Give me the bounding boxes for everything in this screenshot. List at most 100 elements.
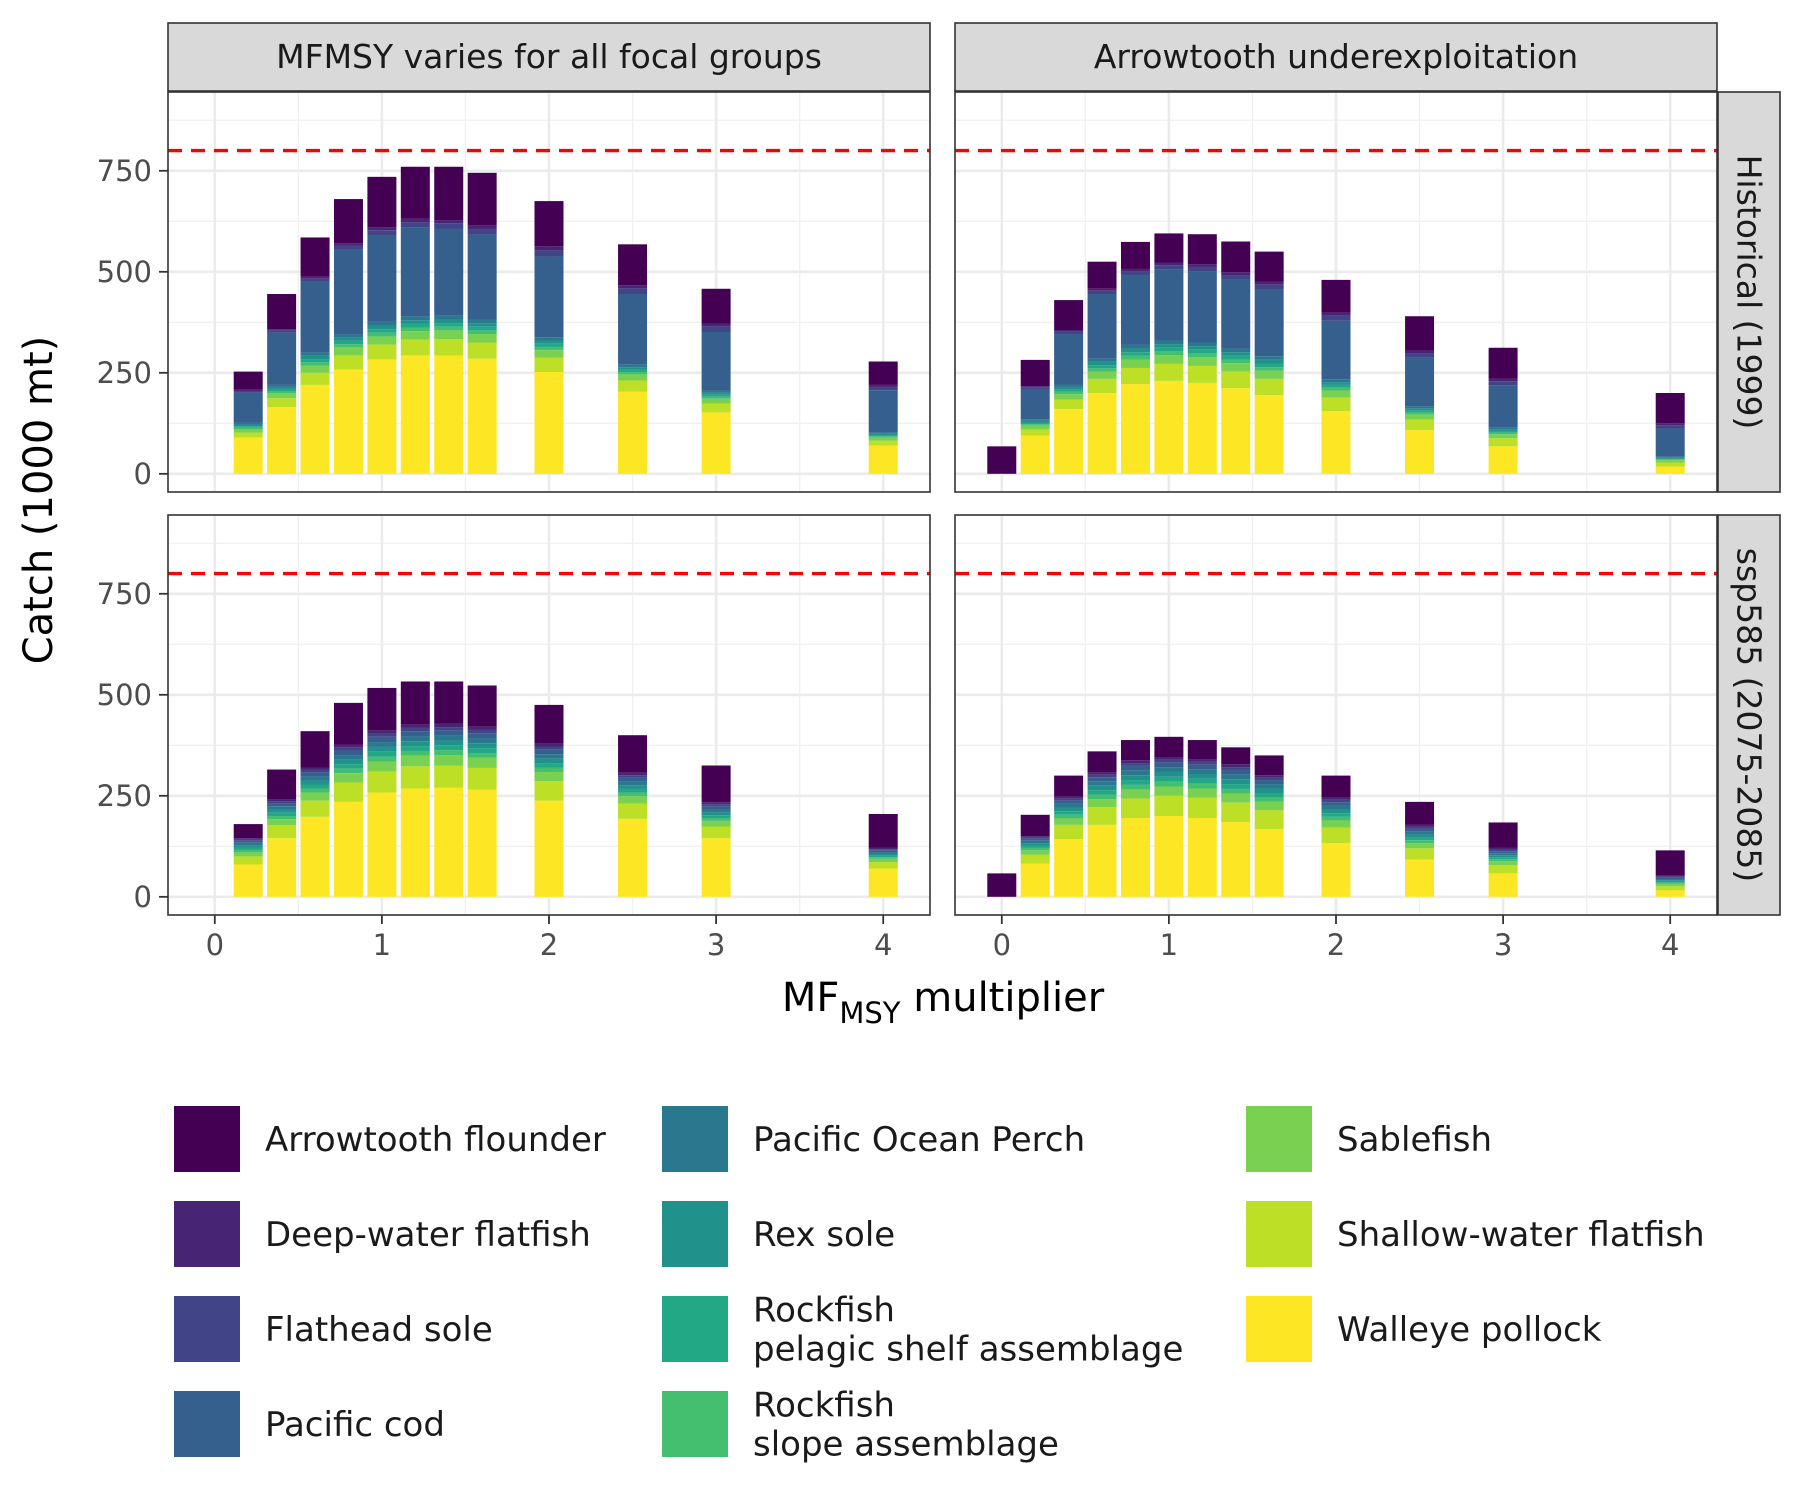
legend-key (174, 1201, 240, 1267)
bar-segment-pacific-cod (1187, 764, 1217, 770)
bar-segment-sablefish (233, 852, 263, 857)
bar-segment-pacific-ocean-perch (1221, 774, 1251, 780)
bar-segment-shallow-water-flatfish (1321, 397, 1351, 412)
legend-label-line: Shallow-water flatfish (1337, 1215, 1705, 1255)
bar-segment-pacific-cod (267, 803, 297, 807)
bar-segment-deep-water-flatfish (1405, 824, 1435, 827)
bar-segment-deep-water-flatfish (434, 723, 464, 728)
bar-segment-pacific-cod (1221, 279, 1251, 349)
bar-segment-walleye-pollock (467, 358, 497, 474)
bar-segment-rockfish-slope-assemblage (1020, 847, 1050, 851)
bar-segment-flathead-sole (534, 250, 564, 257)
bar-stack-x-3 (1488, 347, 1518, 474)
bar-segment-flathead-sole (434, 223, 464, 229)
bar-segment-sablefish (1655, 460, 1685, 463)
bar-segment-pacific-cod (618, 294, 648, 365)
bar-segment-flathead-sole (1221, 767, 1251, 770)
bar-segment-rockfish-slope-assemblage (434, 750, 464, 755)
y-axis-title: Catch (1000 mt) (16, 336, 62, 665)
bar-stack-x-0_2 (233, 371, 263, 474)
bar-segment-sablefish (1405, 414, 1435, 420)
bar-segment-flathead-sole (300, 769, 330, 773)
bar-segment-pacific-cod (400, 227, 430, 317)
bar-segment-rockfish-pelagic-shelf-assemblage (618, 788, 648, 793)
legend-item-flathead-sole: Flathead sole (174, 1296, 493, 1362)
bar-segment-deep-water-flatfish (1254, 775, 1284, 778)
bar-segment-walleye-pollock (367, 359, 397, 474)
bar-segment-rockfish-slope-assemblage (367, 756, 397, 762)
bar-segment-pacific-ocean-perch (868, 852, 898, 854)
bar-segment-pacific-ocean-perch (333, 755, 363, 760)
bar-segment-pacific-cod (1221, 769, 1251, 775)
bar-segment-deep-water-flatfish (1120, 760, 1150, 764)
legend: Arrowtooth flounder Deep-water flatfish Fl… (174, 1106, 1705, 1465)
bar-segment-rex-sole (233, 424, 263, 427)
bar-segment-pacific-ocean-perch (618, 781, 648, 786)
bar-stack-x-1 (1154, 736, 1184, 897)
x-axis-title-rest: multiplier (901, 975, 1105, 1021)
x-tick-label: 1 (373, 928, 391, 962)
bar-segment-flathead-sole (400, 727, 430, 732)
legend-label-line: Arrowtooth flounder (265, 1120, 606, 1160)
bar-segment-rockfish-pelagic-shelf-assemblage (1087, 365, 1117, 369)
bar-segment-deep-water-flatfish (1120, 268, 1150, 272)
bar-stack-x-0_4 (267, 294, 297, 474)
bar-segment-rex-sole (701, 812, 731, 816)
bar-segment-pacific-ocean-perch (1054, 803, 1084, 808)
bar-segment-shallow-water-flatfish (868, 862, 898, 869)
bar-segment-arrowtooth-flounder (1655, 393, 1685, 424)
strip-column-mfmsy-varies-for-all-focal-groups: MFMSY varies for all focal groups (167, 22, 931, 92)
bar-segment-rockfish-pelagic-shelf-assemblage (1405, 837, 1435, 841)
bar-segment-pacific-cod (267, 332, 297, 385)
bar-segment-rex-sole (333, 759, 363, 765)
legend-label: Sablefish (1337, 1120, 1492, 1160)
bar-segment-pacific-ocean-perch (467, 738, 497, 744)
bar-segment-walleye-pollock (300, 816, 330, 897)
panel-arrowtooth-underexploitation-historical-1999 (954, 91, 1718, 493)
bar-segment-pacific-cod (1154, 269, 1184, 341)
legend-key (662, 1201, 728, 1267)
bar-segment-rockfish-slope-assemblage (400, 327, 430, 332)
bar-segment-arrowtooth-flounder (333, 199, 363, 244)
bar-segment-rex-sole (1655, 880, 1685, 882)
bar-segment-sablefish (267, 393, 297, 399)
y-tick-label: 750 (97, 577, 152, 611)
bar-stack-x-1_2 (400, 681, 430, 897)
axes: 0 250 500 750 0 250 500 750 0 1 2 3 4 0 1 2 3 4 Catch (100… (16, 154, 1679, 1030)
bar-segment-arrowtooth-flounder (233, 371, 263, 390)
bar-segment-arrowtooth-flounder (1087, 261, 1117, 289)
bar-segment-rockfish-pelagic-shelf-assemblage (434, 323, 464, 327)
bar-segment-rex-sole (367, 746, 397, 752)
bar-stack-x-2 (534, 704, 564, 897)
bar-segment-pacific-ocean-perch (367, 321, 397, 326)
bar-segment-pacific-ocean-perch (1154, 767, 1184, 772)
bar-stack-x-0_8 (1120, 740, 1150, 897)
bar-segment-flathead-sole (1254, 777, 1284, 781)
bar-stack-x-0_2 (1020, 814, 1050, 897)
bar-segment-sablefish (701, 820, 731, 827)
bar-segment-rex-sole (1054, 386, 1084, 390)
legend-key (1246, 1201, 1312, 1267)
legend-label: Pacific Ocean Perch (753, 1120, 1085, 1160)
bar-segment-walleye-pollock (1154, 380, 1184, 474)
x-tick-label: 3 (1494, 928, 1512, 962)
bar-segment-pacific-ocean-perch (1154, 340, 1184, 345)
bar-segment-flathead-sole (333, 747, 363, 751)
bar-segment-rockfish-pelagic-shelf-assemblage (1655, 881, 1685, 883)
bar-segment-pacific-ocean-perch (701, 809, 731, 813)
bar-segment-walleye-pollock (618, 391, 648, 474)
legend-label-line: slope assemblage (753, 1425, 1059, 1465)
bar-stack-x-1_2 (400, 166, 430, 474)
bar-segment-rockfish-pelagic-shelf-assemblage (1405, 410, 1435, 413)
bar-segment-walleye-pollock (1488, 446, 1518, 474)
panel-mfmsy-varies-for-all-focal-groups-historical-1999 (167, 91, 931, 493)
bar-stack-x-0_6 (300, 237, 330, 474)
bar-segment-sablefish (233, 429, 263, 433)
bar-segment-deep-water-flatfish (1655, 423, 1685, 426)
bar-segment-rockfish-slope-assemblage (868, 857, 898, 859)
bar-segment-rockfish-pelagic-shelf-assemblage (1020, 422, 1050, 425)
bar-segment-deep-water-flatfish (300, 767, 330, 770)
bar-segment-sablefish (618, 374, 648, 381)
bar-segment-rex-sole (618, 367, 648, 370)
